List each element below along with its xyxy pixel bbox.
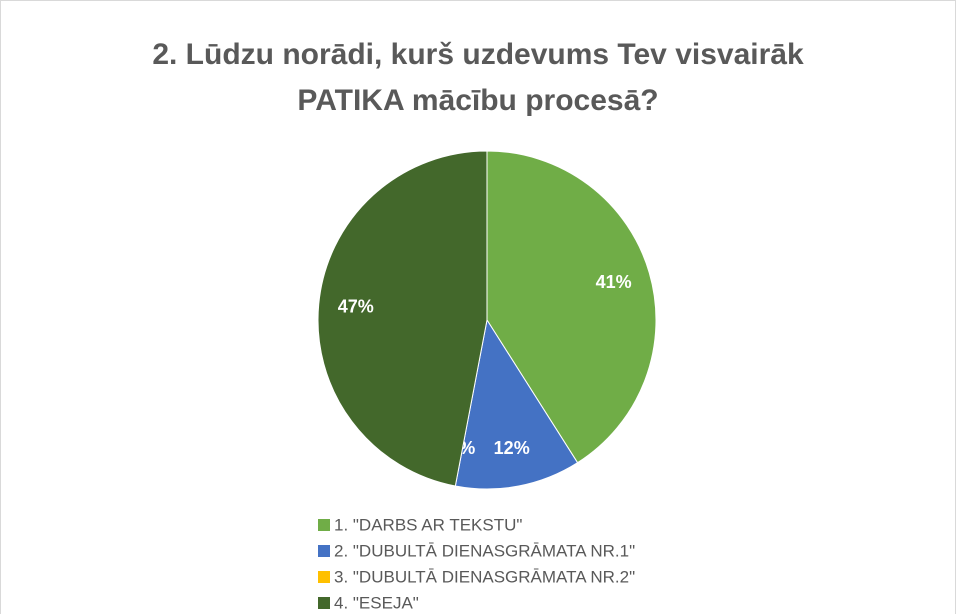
legend-label: 2. "DUBULTĀ DIENASGRĀMATA NR.1" <box>334 541 635 560</box>
chart-title: 2. Lūdzu norādi, kurš uzdevums Tev visva… <box>152 38 804 117</box>
legend-swatch <box>318 519 330 531</box>
legend-label: 4. "ESEJA" <box>334 593 419 612</box>
data-label: 41% <box>596 272 632 292</box>
legend-swatch <box>318 545 330 557</box>
legend-label: 1. "DARBS AR TEKSTU" <box>334 515 522 534</box>
pie-slice <box>486 150 657 464</box>
legend-swatch <box>318 597 330 609</box>
pie-slice <box>317 150 488 487</box>
legend-swatch <box>318 571 330 583</box>
pie-slice <box>454 318 579 490</box>
data-label: 47% <box>338 296 374 316</box>
legend-label: 3. "DUBULTĀ DIENASGRĀMATA NR.2" <box>334 567 635 586</box>
data-label: 12% <box>494 438 530 458</box>
